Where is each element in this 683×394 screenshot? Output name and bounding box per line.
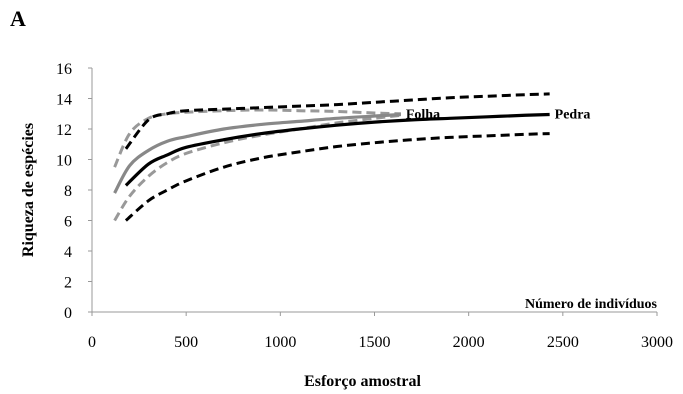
x-tick-label: 500	[174, 334, 198, 351]
x-tick-label: 1000	[264, 334, 296, 351]
x-tick-label: 2000	[453, 334, 485, 351]
y-tick-label: 10	[56, 153, 72, 170]
x-tick-label: 1500	[359, 334, 391, 351]
panel-label: A	[10, 6, 26, 31]
y-tick-label: 12	[56, 122, 72, 139]
series-label-folha: Folha	[406, 108, 440, 123]
series-label-pedra: Pedra	[555, 108, 591, 123]
y-tick-label: 0	[64, 305, 72, 322]
y-tick-label: 8	[64, 183, 72, 200]
y-axis-title: Riqueza de espécies	[20, 123, 37, 257]
interval-line-4	[124, 92, 550, 150]
y-tick-label: 16	[56, 61, 72, 78]
y-tick-label: 2	[64, 275, 72, 292]
series-line-pedra	[124, 112, 550, 187]
axis-annotation: Número de indivíduos	[525, 297, 658, 312]
series-line-folha	[113, 112, 401, 194]
y-tick-label: 6	[64, 214, 72, 231]
x-axis-title: Esforço amostral	[304, 373, 421, 390]
x-tick-label: 3000	[641, 334, 673, 351]
y-tick-label: 4	[64, 244, 72, 261]
y-tick-label: 14	[56, 92, 72, 109]
x-tick-label: 0	[88, 334, 96, 351]
interval-line-2	[113, 113, 402, 222]
x-tick-label: 2500	[547, 334, 579, 351]
